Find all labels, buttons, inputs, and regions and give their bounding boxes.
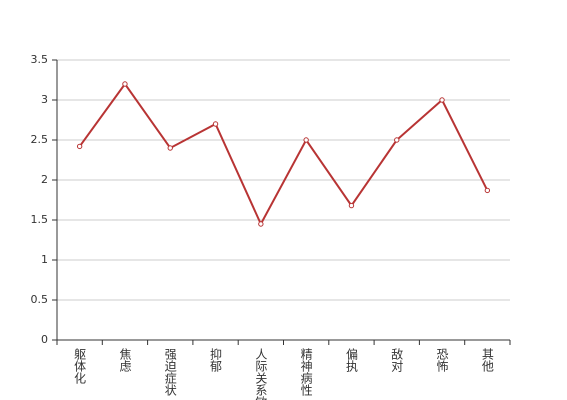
y-tick-label: 1.5 [31,213,49,226]
point [167,145,173,151]
x-tick-label: 其他 [480,348,494,372]
y-tick-label: 2 [41,173,48,186]
x-tick-label: 强迫症状 [163,348,177,396]
y-tick-label: 0.5 [31,293,49,306]
x-tick-label: 精神病性 [299,348,313,397]
point [258,221,264,227]
series-line [78,82,489,227]
y-tick-label: 1 [41,253,48,266]
point [484,187,491,194]
point [439,97,445,103]
x-tick-label: 敌对 [390,347,404,372]
y-tick-label: 3 [41,93,48,106]
x-tick-label: 偏执 [344,347,358,373]
x-tick-label: 恐怖 [435,348,449,372]
y-tick-label: 0 [41,333,48,346]
y-tick-label: 2.5 [31,133,49,146]
x-tick-label: 焦虑 [118,348,132,372]
x-tick-label: 人际关系敏感 [254,348,268,400]
point [303,137,309,143]
point [122,81,128,87]
point [76,143,83,150]
x-tick-label: 躯体化 [73,347,87,385]
x-tick-label: 抑郁 [209,347,223,373]
point [348,202,355,209]
point [212,121,219,127]
y-tick-label: 3.5 [31,53,49,66]
point [394,137,400,143]
